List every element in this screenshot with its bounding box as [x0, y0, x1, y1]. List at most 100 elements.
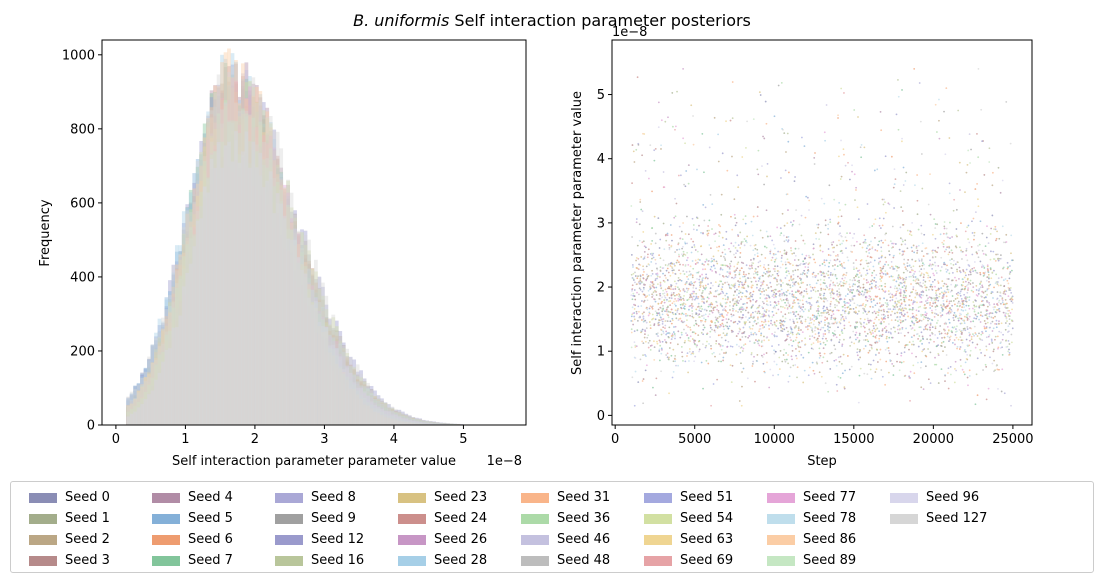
trace-point: [734, 290, 736, 293]
histogram-bar: [421, 421, 426, 425]
histogram-bar: [324, 317, 329, 425]
histogram-bar: [293, 254, 297, 425]
histogram-x-label: Self interaction parameter parameter val…: [172, 454, 456, 469]
histogram-bar: [199, 206, 204, 425]
histogram-bar: [185, 259, 190, 425]
histogram-bar: [425, 423, 429, 425]
trace-point: [972, 270, 975, 273]
trace-point: [940, 306, 943, 309]
histogram-bar: [251, 185, 256, 425]
histogram-bar: [206, 114, 211, 425]
histogram-bar: [327, 356, 332, 425]
histogram-bar: [261, 151, 266, 425]
trace-point: [665, 308, 668, 311]
histogram-bar: [331, 344, 336, 425]
histogram-bar: [348, 365, 353, 425]
histogram-bar: [296, 268, 301, 425]
trace-point: [845, 239, 848, 242]
trace-point: [670, 297, 673, 300]
histogram-bar: [359, 398, 363, 425]
trace-point: [762, 362, 765, 365]
histogram-bar: [376, 407, 381, 425]
histogram-bar: [383, 402, 388, 425]
histogram-bar: [272, 203, 277, 425]
trace-point: [849, 304, 852, 307]
trace-point: [971, 267, 974, 270]
histogram-bar: [133, 411, 138, 425]
trace-point: [657, 217, 660, 220]
histogram-bar: [168, 302, 172, 425]
trace-point: [933, 279, 936, 281]
histogram-bar: [161, 362, 165, 425]
histogram-bar: [185, 231, 190, 425]
histogram-bar: [164, 333, 169, 425]
trace-point: [725, 230, 728, 233]
histogram-bar: [296, 244, 301, 425]
histogram-bar: [241, 131, 245, 426]
trace-point: [941, 314, 944, 316]
trace-point: [993, 269, 995, 272]
histogram-bar: [435, 422, 440, 425]
histogram-bar: [154, 347, 158, 425]
trace-point: [819, 354, 822, 357]
histogram-bar: [439, 423, 443, 425]
trace-point: [785, 294, 788, 297]
histogram-bar: [223, 110, 228, 425]
trace-point: [922, 388, 925, 390]
histogram-bar: [314, 293, 318, 425]
trace-point: [677, 276, 680, 279]
histogram-bar: [181, 297, 186, 425]
trace-point: [643, 311, 645, 314]
histogram-bar: [244, 110, 249, 425]
trace-point: [865, 335, 867, 337]
histogram-bar: [188, 212, 193, 425]
trace-point: [828, 309, 830, 312]
histogram-bar: [338, 356, 343, 425]
histogram-bar: [345, 365, 350, 425]
trace-point: [931, 326, 934, 329]
histogram-bar: [230, 153, 235, 425]
trace-point: [659, 257, 662, 260]
histogram-bar: [289, 207, 294, 425]
histogram-bar: [404, 416, 409, 425]
histogram-bar: [181, 244, 186, 425]
histogram-bar: [223, 153, 228, 426]
histogram-bar: [432, 421, 436, 425]
histogram-bar: [345, 380, 350, 425]
trace-point: [964, 329, 967, 332]
trace-point: [760, 332, 763, 335]
trace-point: [967, 224, 970, 227]
histogram-bar: [254, 145, 259, 425]
histogram-bar: [314, 317, 318, 425]
trace-point: [974, 188, 977, 190]
histogram-bar: [154, 359, 158, 425]
histogram-bar: [418, 419, 423, 425]
trace-point: [982, 272, 985, 274]
histogram-bar: [400, 418, 405, 425]
histogram-bar: [220, 157, 224, 426]
histogram-bar: [314, 324, 318, 425]
histogram-bar: [338, 349, 343, 425]
histogram-bar: [414, 421, 419, 425]
histogram-bar: [147, 396, 151, 425]
histogram-bar: [359, 395, 363, 425]
histogram-bar: [453, 423, 457, 425]
histogram-bar: [400, 417, 405, 425]
histogram-bar: [241, 78, 245, 426]
histogram-bar: [136, 401, 141, 425]
trace-point: [804, 257, 806, 260]
histogram-bar: [376, 411, 381, 425]
histogram-bar: [383, 419, 388, 425]
histogram-bar: [373, 408, 377, 425]
histogram-bar: [279, 188, 284, 425]
histogram-bar: [380, 412, 384, 425]
histogram-bar: [348, 372, 353, 425]
trace-point: [924, 280, 927, 283]
trace-point: [652, 386, 654, 389]
histogram-bar: [143, 391, 148, 425]
histogram-bar: [234, 161, 238, 425]
histogram-bar: [386, 419, 391, 425]
trace-point: [839, 355, 842, 358]
histogram-bar: [241, 151, 245, 425]
trace-point: [997, 257, 1000, 260]
